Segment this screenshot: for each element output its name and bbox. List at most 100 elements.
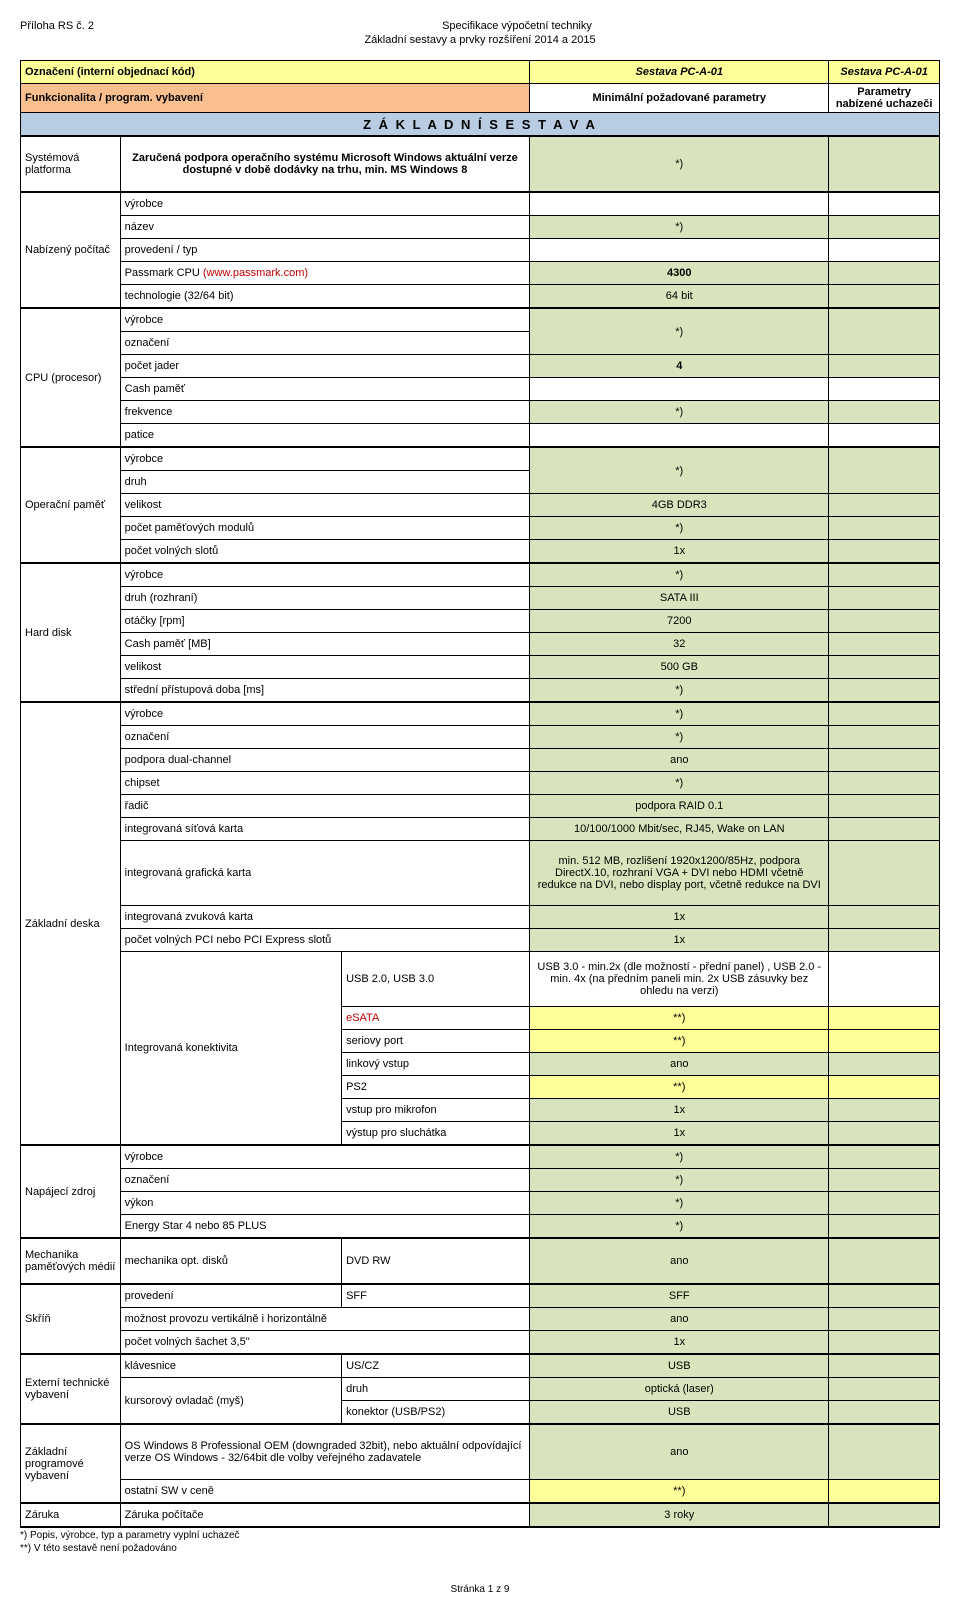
- row-value: 64 bit: [530, 285, 829, 309]
- row-value: *): [530, 401, 829, 424]
- row-value: **): [530, 1030, 829, 1053]
- row-offered: [829, 308, 940, 355]
- row-label: otáčky [rpm]: [120, 610, 530, 633]
- row-label: počet paměťových modulů: [120, 517, 530, 540]
- row-offered: [829, 1099, 940, 1122]
- row-label: integrovaná grafická karta: [120, 841, 530, 906]
- row-offered: [829, 952, 940, 1007]
- row-label: označení: [120, 1169, 530, 1192]
- section-band: Z Á K L A D N Í S E S T A V A: [21, 113, 940, 137]
- row-offered: [829, 906, 940, 929]
- row-sublabel: výstup pro sluchátka: [342, 1122, 530, 1146]
- row-value: *): [530, 447, 829, 494]
- row-label: druh: [120, 471, 530, 494]
- row-value: 4GB DDR3: [530, 494, 829, 517]
- row-offered: [829, 1401, 940, 1425]
- row-value: *): [530, 1215, 829, 1239]
- row-value: 4300: [530, 262, 829, 285]
- conn-category: Integrovaná konektivita: [120, 952, 341, 1146]
- row-label: velikost: [120, 494, 530, 517]
- opt-val: ano: [530, 1238, 829, 1284]
- row-value: 10/100/1000 Mbit/sec, RJ45, Wake on LAN: [530, 818, 829, 841]
- sw-val: ano: [530, 1424, 829, 1480]
- row-offered: [829, 424, 940, 448]
- row-offered: [829, 656, 940, 679]
- func-label: Funkcionalita / program. vybavení: [21, 84, 530, 113]
- row-sublabel: vstup pro mikrofon: [342, 1099, 530, 1122]
- row-value: [530, 378, 829, 401]
- row-offered: [829, 610, 940, 633]
- row-label: výrobce: [120, 563, 530, 587]
- platform-text: Zaručená podpora operačního systému Micr…: [120, 136, 530, 192]
- row-value: *): [530, 216, 829, 239]
- row-offered: [829, 216, 940, 239]
- row-sublabel: USB 2.0, USB 3.0: [342, 952, 530, 1007]
- platform-off: [829, 136, 940, 192]
- row-offered: [829, 262, 940, 285]
- row-label: střední přístupová doba [ms]: [120, 679, 530, 703]
- category-cell: CPU (procesor): [21, 308, 121, 447]
- sw-cat: Základní programové vybavení: [21, 1424, 121, 1503]
- warranty-val: 3 roky: [530, 1503, 829, 1527]
- row-offered: [829, 1192, 940, 1215]
- footnote-2: **) V této sestavě není požadováno: [20, 1543, 940, 1554]
- row-offered: [829, 494, 940, 517]
- category-cell: Externí technické vybavení: [21, 1354, 121, 1424]
- opt-sub: DVD RW: [342, 1238, 530, 1284]
- row-offered: [829, 1378, 940, 1401]
- row-value: optická (laser): [530, 1378, 829, 1401]
- row-offered: [829, 633, 940, 656]
- row-offered: [829, 1308, 940, 1331]
- row-offered: [829, 1076, 940, 1099]
- row-value: [530, 192, 829, 216]
- row-value: *): [530, 1192, 829, 1215]
- row-value: [530, 239, 829, 262]
- row-offered: [829, 401, 940, 424]
- warranty-cat: Záruka: [21, 1503, 121, 1527]
- row-label: technologie (32/64 bit): [120, 285, 530, 309]
- row-sublabel: PS2: [342, 1076, 530, 1099]
- opt-cat: Mechanika paměťových médií: [21, 1238, 121, 1284]
- row-label: počet volných slotů: [120, 540, 530, 564]
- header-center: Specifikace výpočetní techniky: [442, 20, 592, 32]
- row-sublabel: seriovy port: [342, 1030, 530, 1053]
- spec-table: Označení (interní objednací kód) Sestava…: [20, 60, 940, 1528]
- sw-label: OS Windows 8 Professional OEM (downgrade…: [120, 1424, 530, 1480]
- row-value: 500 GB: [530, 656, 829, 679]
- row-value: **): [530, 1007, 829, 1030]
- row-sublabel: eSATA: [342, 1007, 530, 1030]
- row-value: podpora RAID 0.1: [530, 795, 829, 818]
- row-value: **): [530, 1076, 829, 1099]
- row-label: patice: [120, 424, 530, 448]
- row-value: 32: [530, 633, 829, 656]
- row-value: SFF: [530, 1284, 829, 1308]
- row-value: 1x: [530, 1331, 829, 1355]
- row-value: *): [530, 308, 829, 355]
- row-label: počet volných PCI nebo PCI Express slotů: [120, 929, 530, 952]
- row-label: integrovaná síťová karta: [120, 818, 530, 841]
- row-offered: [829, 517, 940, 540]
- warranty-label: Záruka počítače: [120, 1503, 530, 1527]
- row-label: výrobce: [120, 702, 530, 726]
- row-label: provedení: [120, 1284, 341, 1308]
- row-value: *): [530, 563, 829, 587]
- row-offered: [829, 841, 940, 906]
- row-label: výrobce: [120, 1145, 530, 1169]
- row-value: *): [530, 702, 829, 726]
- row-value: ano: [530, 1308, 829, 1331]
- row-label: velikost: [120, 656, 530, 679]
- row-value: 1x: [530, 906, 829, 929]
- row-value: min. 512 MB, rozlišení 1920x1200/85Hz, p…: [530, 841, 829, 906]
- row-offered: [829, 1354, 940, 1378]
- row-offered: [829, 795, 940, 818]
- func-val2: Parametry nabízené uchazeči: [829, 84, 940, 113]
- row-sublabel: SFF: [342, 1284, 530, 1308]
- row-offered: [829, 679, 940, 703]
- row-value: 7200: [530, 610, 829, 633]
- header-center-2: Základní sestavy a prvky rozšíření 2014 …: [364, 34, 595, 46]
- header-left: Příloha RS č. 2: [20, 20, 94, 32]
- row-offered: [829, 1331, 940, 1355]
- row-offered: [829, 540, 940, 564]
- row-value: 1x: [530, 540, 829, 564]
- category-cell: Nabízený počítač: [21, 192, 121, 308]
